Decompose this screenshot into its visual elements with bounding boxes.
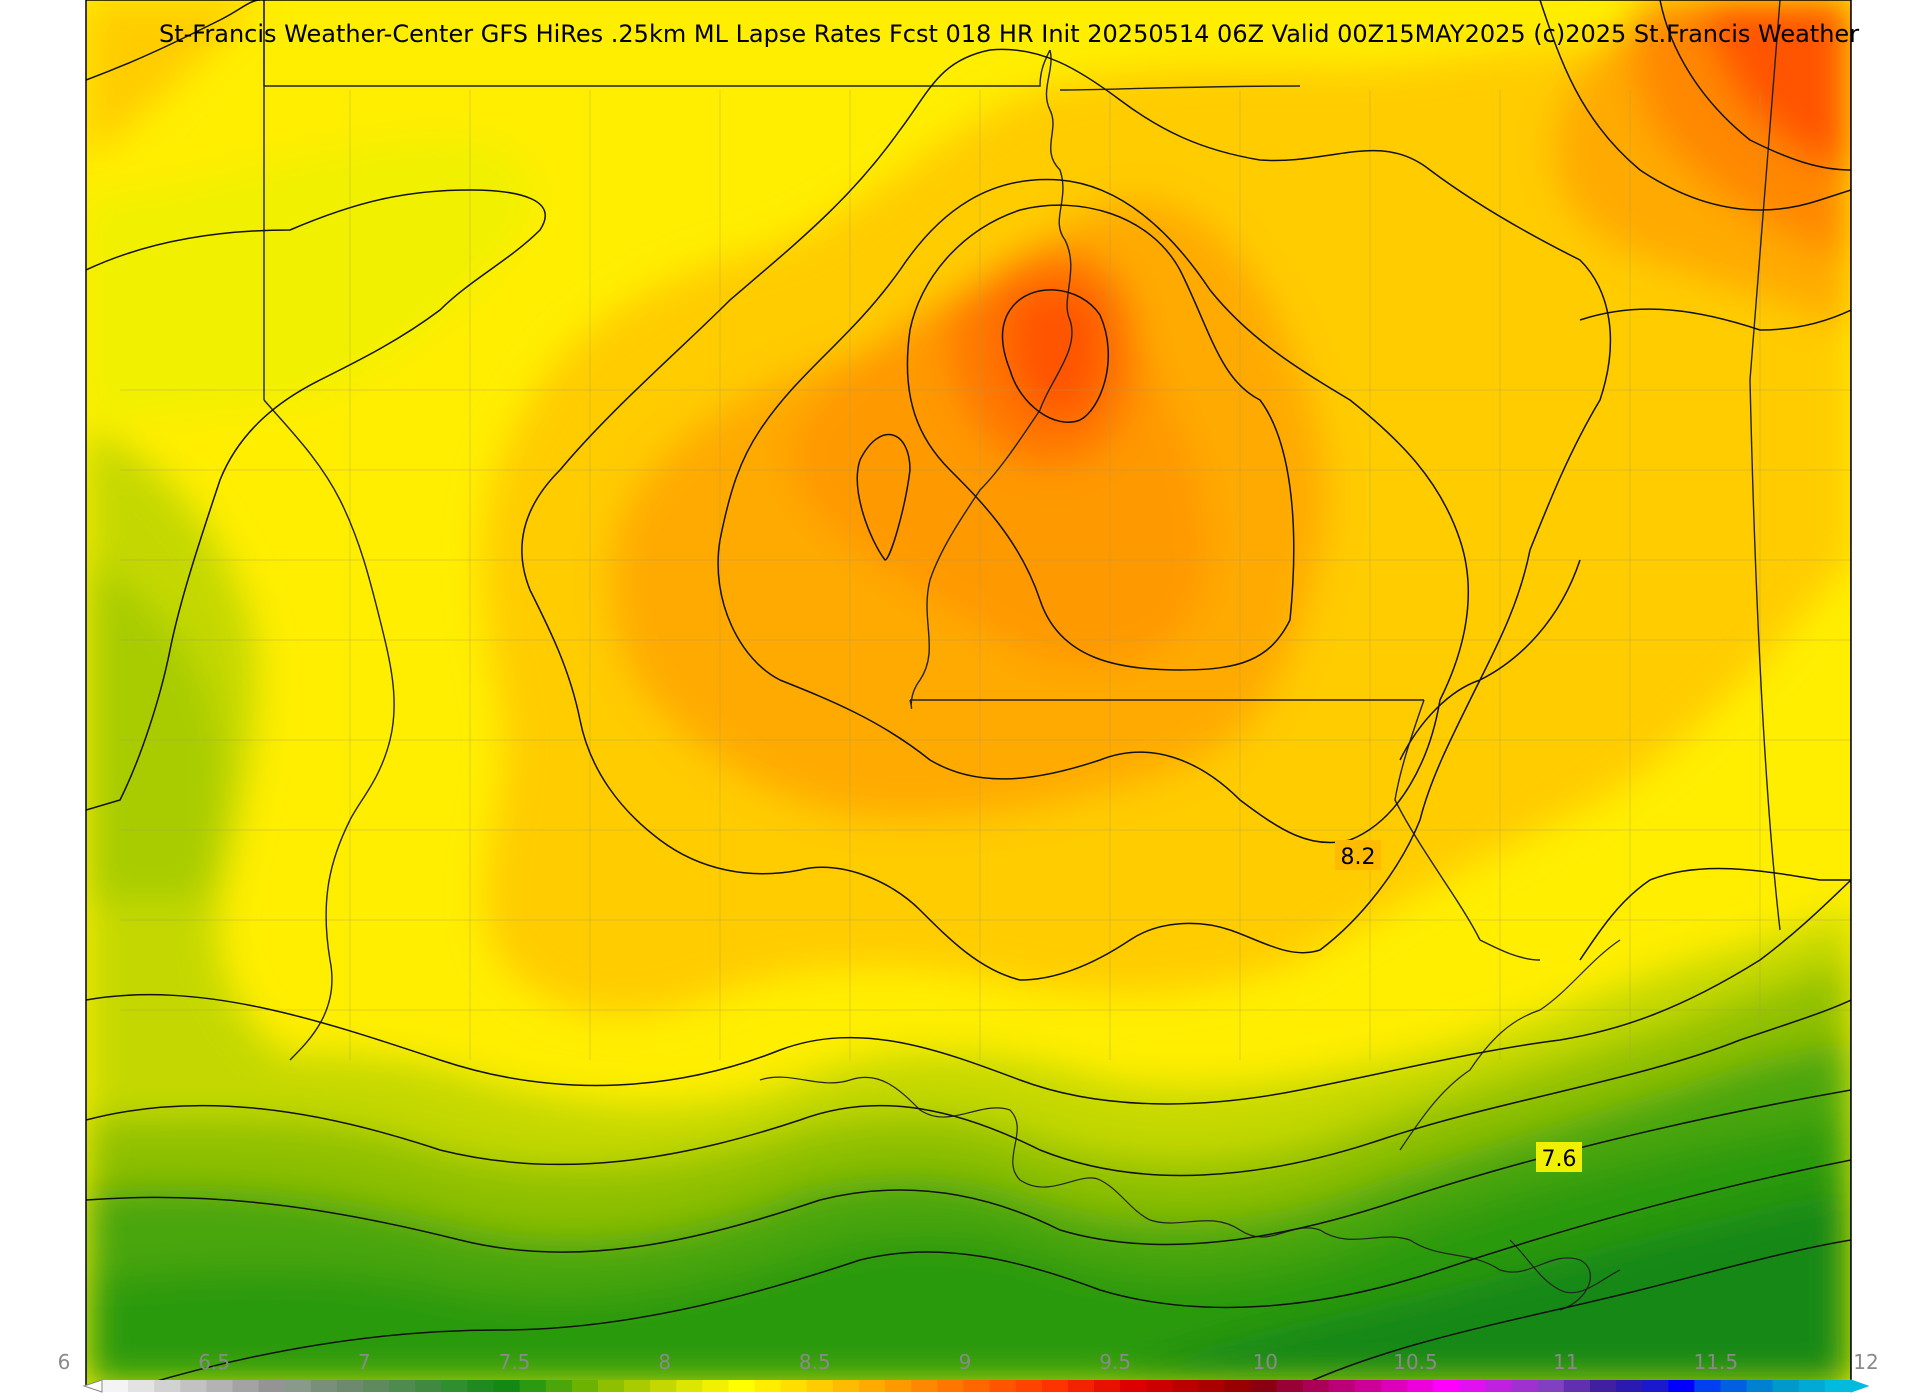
colorbar-max-arrow bbox=[1850, 1379, 1870, 1393]
colorbar-segment bbox=[1224, 1380, 1252, 1392]
colorbar-segment bbox=[1642, 1380, 1669, 1392]
colorbar-segment bbox=[232, 1380, 260, 1392]
colorbar-segment bbox=[493, 1380, 521, 1392]
colorbar-segment bbox=[154, 1380, 181, 1392]
colorbar-segment bbox=[1172, 1380, 1199, 1392]
colorbar-min-arrow bbox=[82, 1379, 103, 1393]
colorbar-segment bbox=[1720, 1380, 1748, 1392]
colorbar-segment bbox=[728, 1380, 756, 1392]
colorbar-segment bbox=[885, 1380, 912, 1392]
colorbar-tick-labels: 6 6.5 7 7.5 8 8.5 9 9.5 10 10.5 11 11.5 12 bbox=[58, 1350, 1879, 1374]
colorbar-segment bbox=[806, 1380, 834, 1392]
county-lines bbox=[120, 90, 1851, 1060]
colorbar-segment bbox=[1328, 1380, 1356, 1392]
colorbar-segment bbox=[1146, 1380, 1173, 1392]
colorbar: 6 6.5 7 7.5 8 8.5 9 9.5 10 10.5 11 11.5 12 bbox=[58, 1350, 1879, 1393]
colorbar-segment bbox=[1067, 1380, 1095, 1392]
colorbar-segment bbox=[754, 1380, 782, 1392]
colorbar-segment bbox=[597, 1380, 625, 1392]
colorbar-segment bbox=[1537, 1380, 1565, 1392]
contour-label-7-6: 7.6 bbox=[1542, 1147, 1577, 1172]
colorbar-segment bbox=[1250, 1380, 1278, 1392]
colorbar-segment bbox=[1616, 1380, 1643, 1392]
colorbar-segment bbox=[1381, 1380, 1408, 1392]
colorbar-segment bbox=[128, 1380, 155, 1392]
colorbar-segment bbox=[911, 1380, 938, 1392]
colorbar-segment bbox=[545, 1380, 573, 1392]
lapse-rate-contours bbox=[86, 0, 1851, 1386]
colorbar-segment bbox=[1198, 1380, 1226, 1392]
colorbar-segment bbox=[963, 1380, 991, 1392]
lapse-rate-field: 8.2 7.6 bbox=[86, 0, 1851, 1386]
colorbar-tick-label: 9 bbox=[959, 1350, 972, 1374]
colorbar-segment bbox=[389, 1380, 416, 1392]
colorbar-tick-label: 7 bbox=[358, 1350, 371, 1374]
colorbar-segment bbox=[937, 1380, 965, 1392]
colorbar-tick-label: 11 bbox=[1553, 1350, 1578, 1374]
colorbar-segment bbox=[1120, 1380, 1147, 1392]
colorbar-segment bbox=[519, 1380, 547, 1392]
colorbar-segment bbox=[1668, 1380, 1695, 1392]
colorbar-tick-label: 8.5 bbox=[799, 1350, 831, 1374]
colorbar-tick-label: 7.5 bbox=[499, 1350, 531, 1374]
colorbar-segment bbox=[832, 1380, 860, 1392]
colorbar-tick-label: 10.5 bbox=[1393, 1350, 1438, 1374]
colorbar-segment bbox=[1798, 1380, 1826, 1392]
colorbar-tick-label: 9.5 bbox=[1099, 1350, 1131, 1374]
contour-label-group: 8.2 7.6 bbox=[1335, 840, 1582, 1172]
colorbar-segment bbox=[1694, 1380, 1722, 1392]
colorbar-segment bbox=[415, 1380, 442, 1392]
colorbar-segment bbox=[1772, 1380, 1800, 1392]
colorbar-segment bbox=[1276, 1380, 1304, 1392]
colorbar-segment bbox=[1433, 1380, 1461, 1392]
colorbar-segment bbox=[702, 1380, 730, 1392]
colorbar-tick-label: 10 bbox=[1253, 1350, 1278, 1374]
colorbar-segment bbox=[571, 1380, 599, 1392]
contour-label-8-2: 8.2 bbox=[1341, 845, 1376, 870]
colorbar-segment bbox=[1485, 1380, 1513, 1392]
colorbar-segment bbox=[1355, 1380, 1382, 1392]
colorbar-segment bbox=[624, 1380, 651, 1392]
colorbar-segment bbox=[336, 1380, 364, 1392]
colorbar-segment bbox=[1563, 1380, 1591, 1392]
colorbar-segment bbox=[780, 1380, 808, 1392]
map-title: St-Francis Weather-Center GFS HiRes .25k… bbox=[159, 20, 1859, 48]
colorbar-segment bbox=[310, 1380, 338, 1392]
colorbar-segment bbox=[206, 1380, 234, 1392]
colorbar-segment bbox=[1589, 1380, 1617, 1392]
colorbar-segment bbox=[284, 1380, 312, 1392]
gulf-coastline bbox=[759, 939, 1621, 1311]
colorbar-segment bbox=[180, 1380, 208, 1392]
colorbar-tick-label: 12 bbox=[1853, 1350, 1878, 1374]
colorbar-segment bbox=[441, 1380, 469, 1392]
state-boundaries bbox=[263, 0, 1851, 1386]
colorbar-tick-label: 6 bbox=[58, 1350, 71, 1374]
colorbar-segment bbox=[467, 1380, 495, 1392]
colorbar-segment bbox=[676, 1380, 703, 1392]
colorbar-segment bbox=[1015, 1380, 1043, 1392]
colorbar-segment bbox=[859, 1380, 886, 1392]
colorbar-tick-label: 6.5 bbox=[198, 1350, 230, 1374]
colorbar-segment bbox=[1511, 1380, 1539, 1392]
colorbar-segment bbox=[1302, 1380, 1330, 1392]
colorbar-tick-label: 8 bbox=[658, 1350, 671, 1374]
colorbar-segment bbox=[1041, 1380, 1069, 1392]
colorbar-tick-label: 11.5 bbox=[1694, 1350, 1739, 1374]
colorbar-segment bbox=[1746, 1380, 1774, 1392]
colorbar-segment bbox=[363, 1380, 390, 1392]
colorbar-segment bbox=[1824, 1380, 1852, 1392]
colorbar-segment bbox=[1459, 1380, 1487, 1392]
colorbar-segment bbox=[650, 1380, 677, 1392]
colorbar-segment bbox=[1093, 1380, 1121, 1392]
colorbar-segment bbox=[989, 1380, 1017, 1392]
colorbar-segment bbox=[258, 1380, 286, 1392]
colorbar-segment bbox=[102, 1380, 129, 1392]
colorbar-segments bbox=[102, 1380, 1852, 1392]
colorbar-segment bbox=[1407, 1380, 1434, 1392]
